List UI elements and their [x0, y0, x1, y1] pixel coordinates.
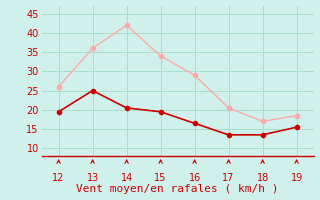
X-axis label: Vent moyen/en rafales ( km/h ): Vent moyen/en rafales ( km/h )	[76, 184, 279, 194]
